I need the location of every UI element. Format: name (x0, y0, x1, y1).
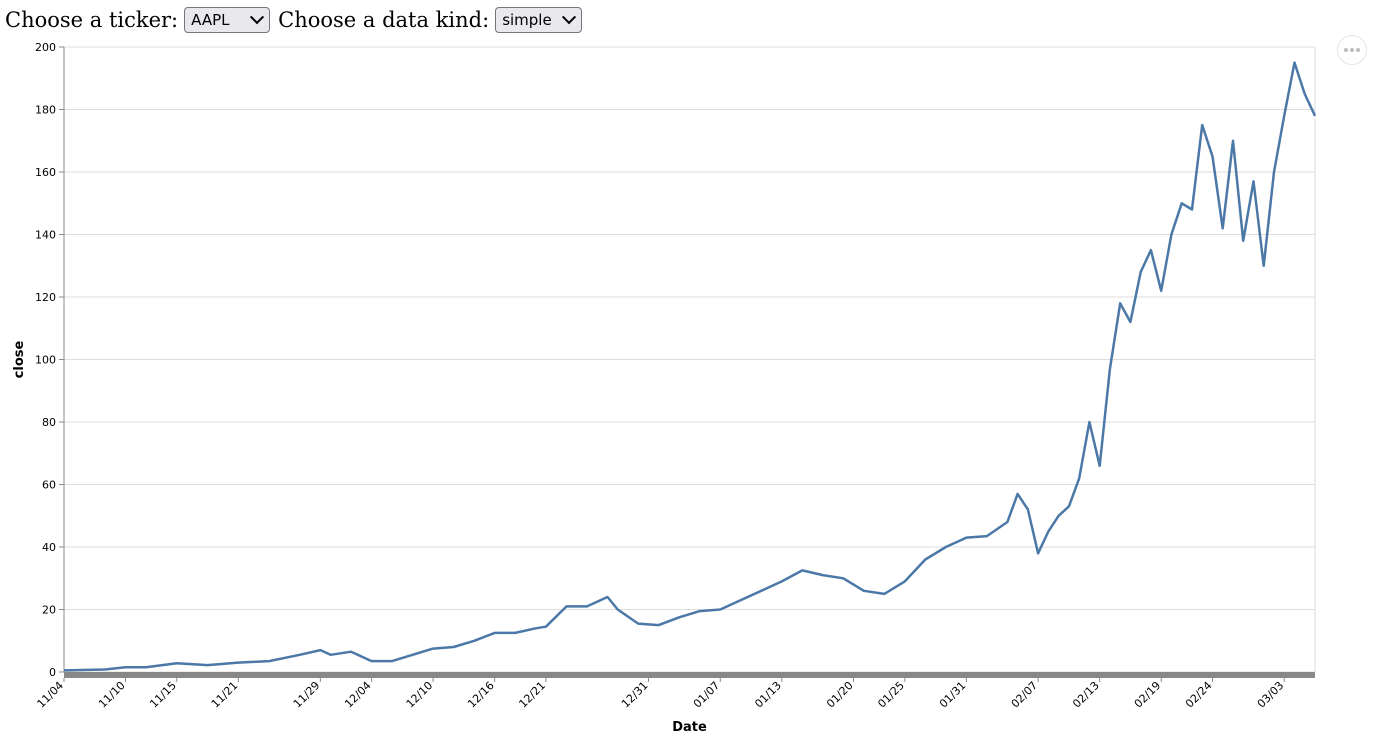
close-price-line (63, 61, 1317, 672)
y-tick-label: 0 (49, 666, 56, 679)
y-tick-label: 100 (35, 354, 56, 367)
x-tick-label: 12/16 (465, 679, 497, 711)
x-tick-label: 12/04 (342, 679, 374, 711)
x-tick-label: 01/31 (937, 679, 969, 711)
y-tick-label: 40 (42, 541, 56, 554)
x-tick-label: 11/15 (147, 679, 179, 711)
data-kind-select-value: simple (502, 11, 552, 29)
x-tick-label: 01/25 (875, 679, 907, 711)
ellipsis-icon (1344, 48, 1360, 52)
x-tick-label: 01/20 (824, 679, 856, 711)
x-axis-title: Date (672, 720, 707, 735)
y-axis-title: close (12, 340, 27, 378)
y-tick-label: 120 (35, 291, 56, 304)
ticker-label: Choose a ticker: (5, 8, 179, 32)
y-tick-label: 200 (35, 41, 56, 54)
chart-actions-menu-button[interactable] (1337, 35, 1367, 65)
y-tick-label: 160 (35, 166, 56, 179)
y-tick-label: 20 (42, 604, 56, 617)
x-tick-label: 12/21 (516, 679, 548, 711)
x-tick-label: 01/13 (752, 679, 784, 711)
y-tick-label: 80 (42, 416, 56, 429)
x-tick-label: 12/31 (619, 679, 651, 711)
x-tick-label: 03/03 (1255, 679, 1287, 711)
x-tick-label: 02/24 (1183, 679, 1215, 711)
x-tick-label: 12/10 (404, 679, 436, 711)
x-tick-label: 02/07 (1009, 679, 1041, 711)
x-tick-label: 11/04 (35, 679, 67, 711)
y-tick-label: 60 (42, 479, 56, 492)
controls-bar: Choose a ticker: AAPL Choose a data kind… (5, 6, 590, 34)
data-kind-select[interactable]: simple (495, 7, 583, 33)
x-axis-domain (64, 672, 1315, 678)
x-tick-label: 02/13 (1070, 679, 1102, 711)
data-kind-label: Choose a data kind: (278, 8, 490, 32)
y-tick-label: 180 (35, 104, 56, 117)
x-tick-label: 02/19 (1132, 679, 1164, 711)
x-tick-label: 01/07 (691, 679, 723, 711)
x-tick-label: 11/29 (291, 679, 323, 711)
ticker-select-value: AAPL (191, 11, 230, 29)
x-tick-label: 11/21 (209, 679, 241, 711)
x-tick-label: 11/10 (96, 679, 128, 711)
ticker-select[interactable]: AAPL (184, 7, 271, 33)
y-tick-label: 140 (35, 229, 56, 242)
